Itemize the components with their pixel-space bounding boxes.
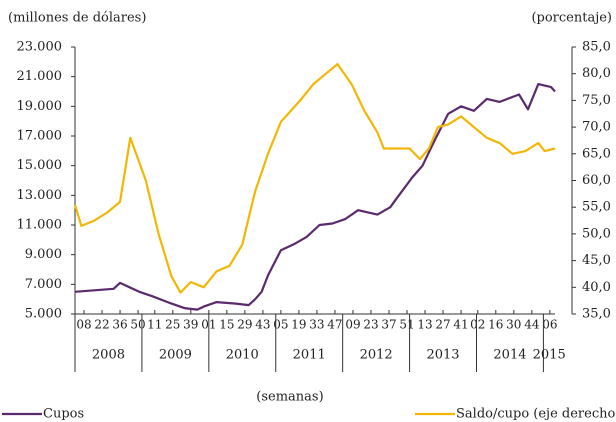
x-tick-label: 08 (76, 318, 91, 332)
year-label: 2010 (226, 348, 259, 363)
y2-tick-label: 55,0 (582, 200, 611, 215)
year-label: 2012 (360, 348, 393, 363)
y2-tick-label: 35,0 (582, 307, 611, 322)
x-tick-label: 41 (453, 318, 468, 332)
y-tick-label: 5.000 (25, 307, 62, 322)
y-tick-label: 19.000 (17, 99, 63, 114)
x-tick-label: 15 (219, 318, 234, 332)
year-label: 2008 (92, 348, 125, 363)
y2-tick-label: 40,0 (582, 280, 611, 295)
x-tick-label: 02 (470, 318, 485, 332)
y2-tick-label: 65,0 (582, 146, 611, 161)
x-tick-label: 27 (435, 318, 450, 332)
y2-tick-label: 45,0 (582, 253, 611, 268)
series-line (73, 62, 556, 294)
x-tick-label: 29 (237, 318, 252, 332)
y-tick-label: 11.000 (17, 218, 63, 233)
x-tick-label: 36 (112, 318, 127, 332)
legend-label: Saldo/cupo (eje derecho) (456, 407, 616, 422)
x-tick-label: 44 (524, 318, 540, 332)
year-label: 2011 (293, 348, 326, 363)
y2-tick-label: 70,0 (582, 120, 611, 135)
y-tick-label: 9.000 (25, 247, 62, 262)
series-line (74, 83, 556, 311)
x-tick-label: 09 (345, 318, 360, 332)
x-tick-label: 19 (291, 318, 306, 332)
x-tick-label: 37 (381, 318, 396, 332)
y-tick-label: 15.000 (17, 158, 63, 173)
y2-tick-label: 80,0 (582, 66, 611, 81)
x-tick-label: 06 (542, 318, 557, 332)
x-tick-label: 11 (147, 318, 162, 332)
x-tick-label: 23 (363, 318, 378, 332)
y2-tick-label: 60,0 (582, 173, 611, 188)
y-axis-title: (millones de dólares) (8, 11, 146, 26)
y-tick-label: 21.000 (17, 69, 63, 84)
legend-label: Cupos (43, 407, 84, 422)
x-tick-label: 33 (309, 318, 324, 332)
y-tick-label: 7.000 (25, 277, 62, 292)
year-label: 2014 (493, 348, 526, 363)
y-tick-label: 13.000 (17, 188, 63, 203)
x-tick-label: 25 (165, 318, 180, 332)
year-label: 2013 (426, 348, 459, 363)
x-tick-label: 50 (130, 318, 145, 332)
year-label: 2015 (533, 348, 566, 363)
x-tick-label: 39 (183, 318, 198, 332)
x-tick-label: 30 (506, 318, 521, 332)
y-tick-label: 23.000 (17, 40, 63, 55)
x-tick-label: 13 (417, 318, 432, 332)
y2-axis-title: (porcentaje) (531, 11, 612, 26)
y2-tick-label: 50,0 (582, 226, 611, 241)
x-tick-label: 22 (94, 318, 109, 332)
x-tick-label: 05 (273, 318, 288, 332)
y-tick-label: 17.000 (17, 129, 63, 144)
x-tick-label: 16 (488, 318, 503, 332)
y2-tick-label: 85,0 (582, 40, 611, 55)
x-axis-title: (semanas) (256, 390, 323, 405)
x-tick-label: 51 (399, 318, 414, 332)
x-tick-label: 47 (327, 318, 342, 332)
year-label: 2009 (159, 348, 192, 363)
y2-tick-label: 75,0 (582, 93, 611, 108)
x-tick-label: 43 (255, 318, 270, 332)
